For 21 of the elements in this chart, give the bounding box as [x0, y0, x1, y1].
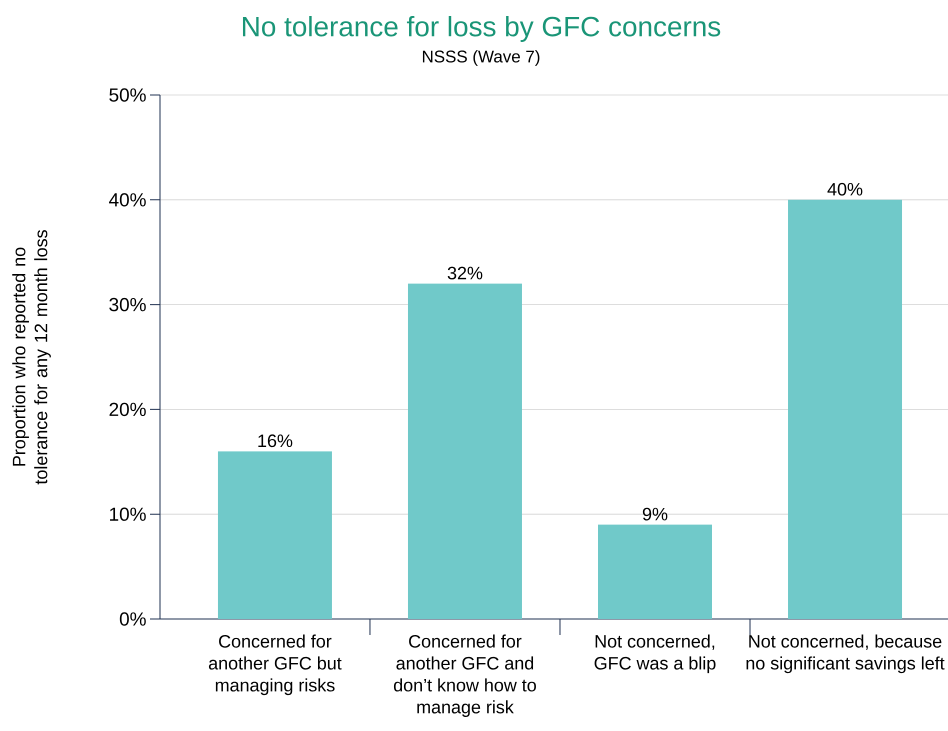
bar	[408, 284, 522, 619]
y-tick-label: 50%	[109, 88, 146, 102]
y-axis-title: Proportion who reported no tolerance for any 12 month loss	[12, 230, 51, 484]
chart-title: No tolerance for loss by GFC concerns	[242, 16, 720, 42]
y-tick-label: 40%	[109, 193, 146, 206]
data-label: 16%	[258, 434, 292, 448]
y-tick-label: 0%	[120, 612, 146, 626]
x-tick-label: Not concerned, because no significant savings left	[746, 634, 945, 674]
chart-subtitle: NSSS (Wave 7)	[422, 50, 540, 66]
data-label: 9%	[642, 508, 668, 520]
bar	[598, 524, 712, 619]
y-tick-label: 10%	[110, 507, 146, 521]
data-label: 40%	[827, 182, 862, 196]
x-tick-label: Concerned for another GFC and don’t know how to manage risk	[394, 634, 536, 717]
bar	[218, 451, 332, 619]
y-tick-label: 30%	[109, 298, 146, 312]
bar	[788, 200, 902, 619]
x-tick-label: Concerned for another GFC but managing risks	[208, 634, 342, 696]
data-label: 32%	[448, 266, 482, 280]
y-tick-label: 20%	[110, 402, 146, 416]
x-tick-label: Not concerned, GFC was a blip	[594, 634, 716, 674]
